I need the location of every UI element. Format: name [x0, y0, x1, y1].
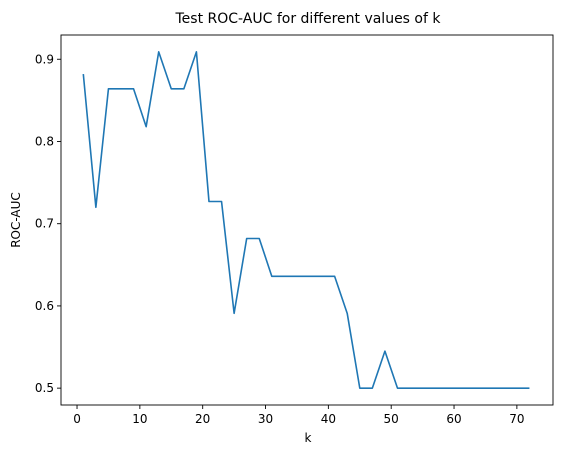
series-line: [82, 51, 530, 389]
plot-frame: [60, 34, 554, 406]
x-tick-label: 40: [321, 412, 336, 426]
x-tick-label: 10: [132, 412, 147, 426]
y-tick-label: 0.7: [35, 217, 54, 231]
y-tick-label: 0.8: [35, 134, 54, 148]
y-tick-label: 0.9: [35, 52, 54, 66]
chart-title: Test ROC-AUC for different values of k: [175, 11, 442, 27]
y-tick-label: 0.5: [35, 381, 54, 395]
y-tick-label: 0.6: [35, 299, 54, 313]
x-tick-label: 70: [509, 412, 524, 426]
y-axis-label: ROC-AUC: [9, 192, 23, 248]
x-tick-label: 60: [446, 412, 461, 426]
x-axis-label: k: [305, 431, 312, 445]
y-ticks: 0.5 0.6 0.7 0.8 0.9: [35, 52, 61, 395]
x-tick-label: 0: [73, 412, 81, 426]
x-tick-label: 30: [258, 412, 273, 426]
x-tick-label: 20: [195, 412, 210, 426]
x-ticks: 0 10 20 30 40 50 60 70: [73, 405, 525, 426]
x-tick-label: 50: [384, 412, 399, 426]
